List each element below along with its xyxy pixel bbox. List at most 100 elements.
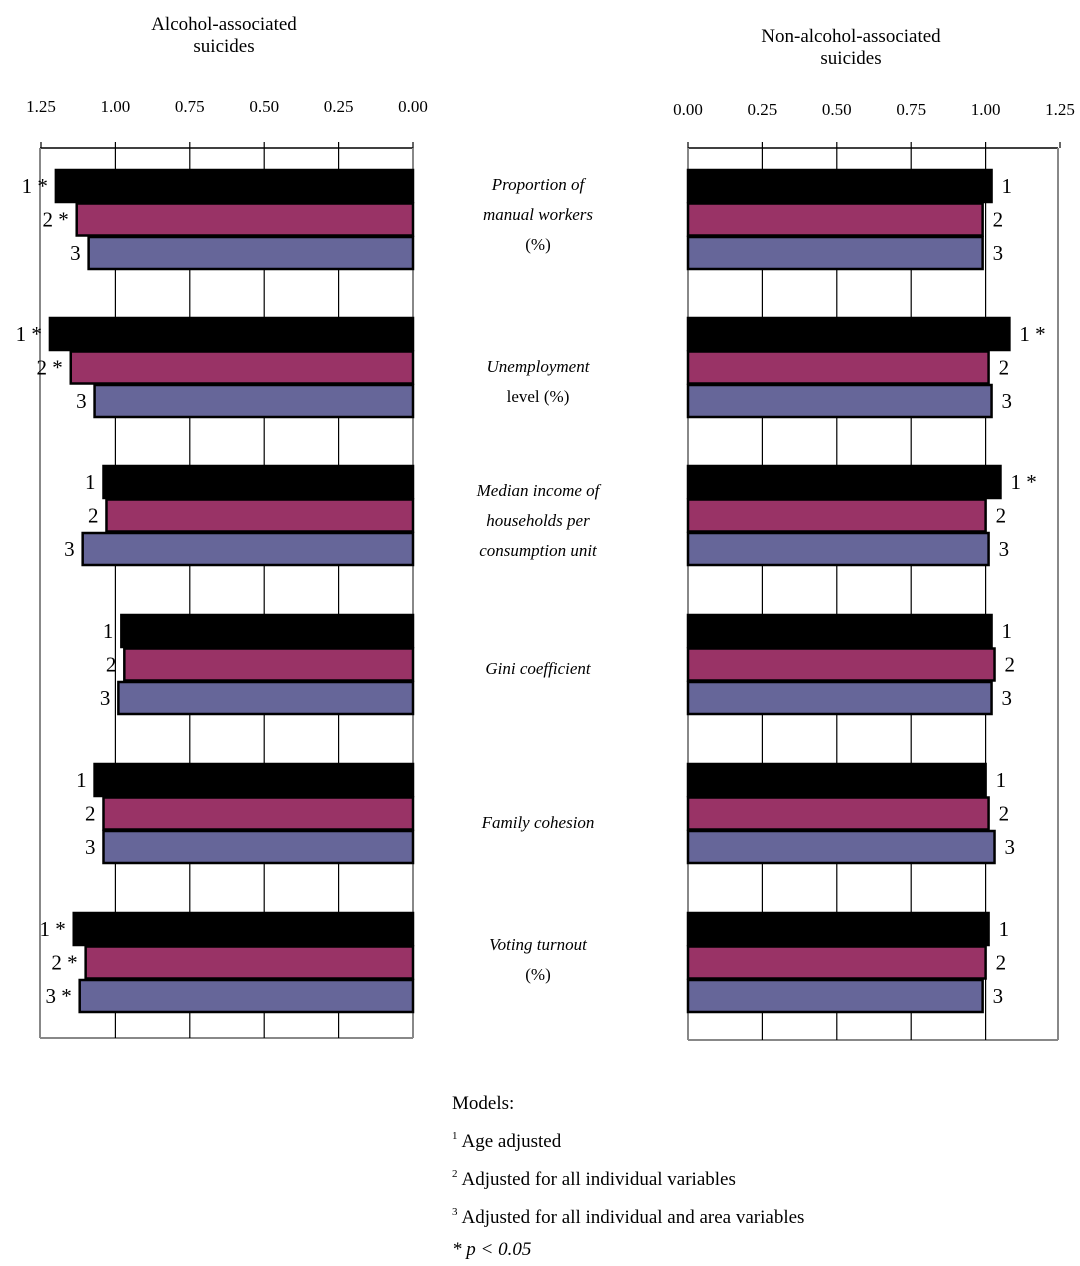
left-bar-model-3 xyxy=(78,978,415,1014)
left-bar-model-3 xyxy=(102,829,415,865)
left-bar-label: 1 xyxy=(76,768,87,792)
left-bar-label: 3 xyxy=(64,537,75,561)
left-bar-label: 2 * xyxy=(37,356,63,380)
left-bar-model-2 xyxy=(84,945,415,980)
left-bar-model-3 xyxy=(93,383,415,419)
legend-item-1: 1 Age adjusted xyxy=(452,1120,804,1158)
right-bar-label: 3 xyxy=(1002,686,1013,710)
right-bar-label: 3 xyxy=(999,537,1010,561)
right-tick-label: 0.00 xyxy=(673,100,703,119)
legend-sup-3: 3 xyxy=(452,1206,458,1218)
category-label-line: Voting turnout xyxy=(489,935,587,954)
right-bar-label: 3 xyxy=(993,984,1004,1008)
left-bar-label: 3 * xyxy=(45,984,71,1008)
left-bar-model-3 xyxy=(117,680,415,716)
left-bar-model-2 xyxy=(105,498,415,533)
chart-canvas: 1.25 1.00 0.75 0.50 0.25 0.00 1 * 1 * 1 1 1 1 * 2 * 2… xyxy=(16,97,1075,1041)
right-bar-model-3 xyxy=(686,978,984,1014)
left-tick-label: 0.25 xyxy=(324,97,354,116)
right-bar-label: 3 xyxy=(1002,389,1013,413)
right-bar-label: 1 xyxy=(999,917,1010,941)
right-bar-model-2 xyxy=(686,350,990,385)
category-label: Gini coefficient xyxy=(428,654,648,684)
right-bar-model-3 xyxy=(686,531,990,567)
left-bar-model-2 xyxy=(123,647,415,682)
right-bar-model-1 xyxy=(686,464,1002,500)
left-bar-label: 3 xyxy=(85,835,96,859)
left-tick-label: 0.50 xyxy=(249,97,279,116)
right-bar-model-3 xyxy=(686,383,993,419)
right-bar-label: 2 xyxy=(996,504,1007,528)
right-title-line-1: Non-alcohol-associated xyxy=(761,26,941,47)
left-tick-label: 0.00 xyxy=(398,97,428,116)
right-bar-label: 2 xyxy=(1005,653,1016,677)
left-bar-model-3 xyxy=(81,531,415,567)
right-bar-model-1 xyxy=(686,168,993,204)
legend-text-2: Adjusted for all individual variables xyxy=(461,1169,736,1190)
right-bar-model-1 xyxy=(686,762,987,798)
legend-text-3: Adjusted for all individual and area var… xyxy=(461,1207,805,1228)
right-bar-label: 1 * xyxy=(1019,322,1045,346)
legend-sup-1: 1 xyxy=(452,1130,458,1142)
category-label: Proportion of manual workers (%) xyxy=(428,170,648,260)
left-bar-model-2 xyxy=(69,350,415,385)
right-bar-model-2 xyxy=(686,945,987,980)
left-bar-label: 1 * xyxy=(16,322,42,346)
right-bar-model-3 xyxy=(686,235,984,271)
category-label-line: Median income of xyxy=(476,481,600,500)
legend-significance-note: * p < 0.05 xyxy=(452,1239,532,1260)
legend-heading: Models: xyxy=(452,1093,515,1114)
left-bar-label: 2 xyxy=(88,504,99,528)
left-bar-label: 1 * xyxy=(22,174,48,198)
left-bar-label: 2 xyxy=(85,802,96,826)
category-label-suffix: (%) xyxy=(525,965,551,984)
left-bar-model-1 xyxy=(102,464,415,500)
left-bar-label: 3 xyxy=(76,389,87,413)
left-panel-title: Alcohol-associated suicides xyxy=(114,14,334,58)
category-label-suffix: (%) xyxy=(525,235,551,254)
left-title-line-2: suicides xyxy=(193,36,255,57)
right-bar-label: 3 xyxy=(1005,835,1016,859)
right-bar-label: 2 xyxy=(996,951,1007,975)
legend: Models: 1 Age adjusted 2 Adjusted for all … xyxy=(452,1088,804,1266)
category-label: Median income of households per consumptio… xyxy=(428,476,648,566)
category-label-line: households per xyxy=(486,511,590,530)
right-bar-label: 2 xyxy=(999,356,1010,380)
left-tick-label: 1.25 xyxy=(26,97,56,116)
category-label-line: consumption unit xyxy=(479,541,597,560)
left-bar-label: 3 xyxy=(100,686,111,710)
right-tick-label: 1.25 xyxy=(1045,100,1075,119)
right-bar-label: 1 xyxy=(1002,174,1013,198)
left-bar-model-1 xyxy=(48,316,415,352)
left-bar-label: 2 * xyxy=(42,208,68,232)
right-bar-label: 2 xyxy=(993,208,1004,232)
right-bar-model-2 xyxy=(686,647,996,682)
left-bar-label: 2 * xyxy=(51,951,77,975)
right-tick-label: 1.00 xyxy=(971,100,1001,119)
right-title-line-2: suicides xyxy=(820,48,882,69)
right-tick-label: 0.75 xyxy=(896,100,926,119)
legend-sup-2: 2 xyxy=(452,1168,458,1180)
legend-item-2: 2 Adjusted for all individual variables xyxy=(452,1158,804,1196)
category-label: Family cohesion xyxy=(428,808,648,838)
left-bar-model-3 xyxy=(87,235,415,271)
right-bar-label: 1 xyxy=(996,768,1007,792)
right-tick-label: 0.50 xyxy=(822,100,852,119)
left-bar-label: 2 xyxy=(106,653,117,677)
category-label-line: Family cohesion xyxy=(481,813,595,832)
right-bar-label: 1 xyxy=(1002,619,1013,643)
left-bar-label: 3 xyxy=(70,241,81,265)
category-label-line: Unemployment xyxy=(486,357,590,376)
left-bar-model-1 xyxy=(54,168,415,204)
right-bar-model-2 xyxy=(686,796,990,831)
left-bar-model-1 xyxy=(72,911,415,947)
right-bar-model-2 xyxy=(686,498,987,533)
right-bar-model-1 xyxy=(686,911,990,947)
right-bar-label: 2 xyxy=(999,802,1010,826)
right-bar-label: 3 xyxy=(993,241,1004,265)
left-bar-model-2 xyxy=(102,796,415,831)
left-tick-label: 0.75 xyxy=(175,97,205,116)
category-label-suffix: level (%) xyxy=(506,387,570,406)
left-bar-label: 1 * xyxy=(39,917,65,941)
right-bar-model-2 xyxy=(686,202,984,237)
